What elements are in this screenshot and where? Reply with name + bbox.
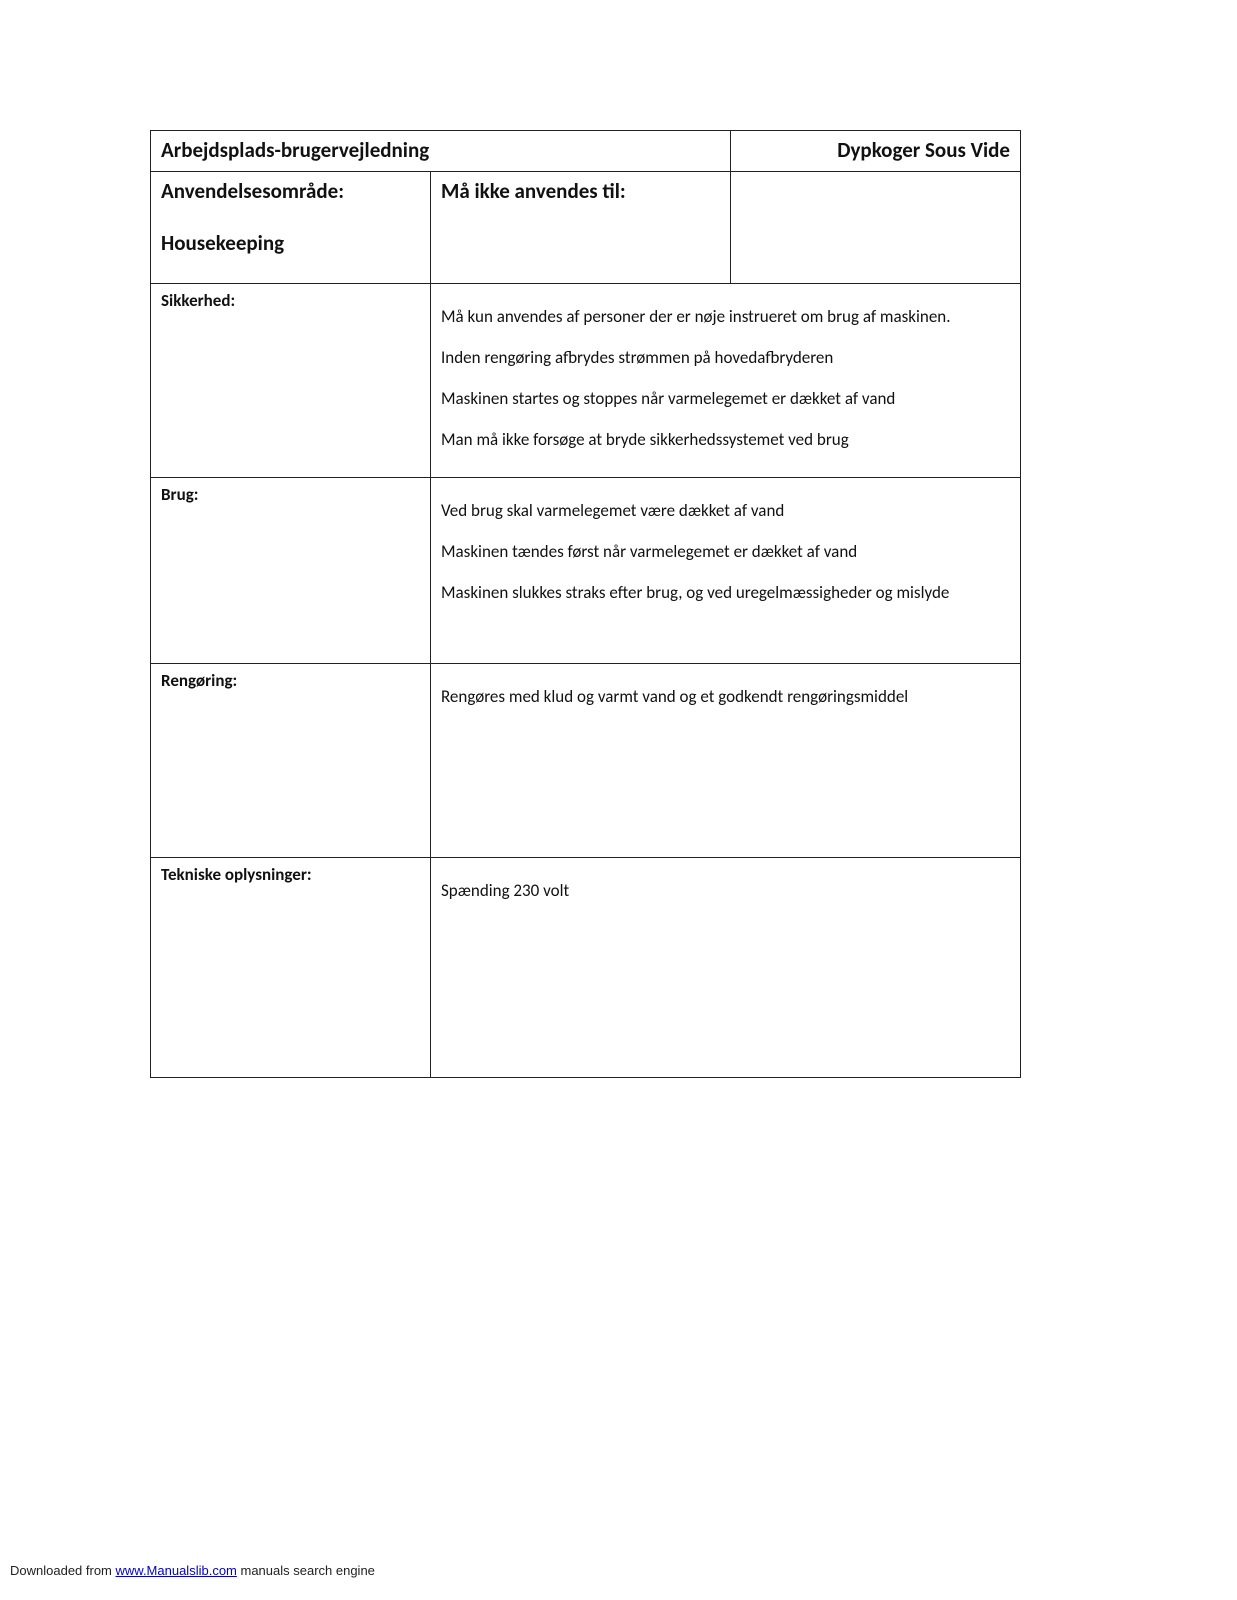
sikkerhed-p4: Man må ikke forsøge at bryde sikkerhedss… xyxy=(441,429,1010,452)
footer-text: Downloaded from www.Manualslib.com manua… xyxy=(10,1563,375,1578)
rengoring-label: Rengøring: xyxy=(161,670,237,691)
cell-tekniske-label: Tekniske oplysninger: xyxy=(151,858,431,1078)
sikkerhed-p3: Maskinen startes og stoppes når varmeleg… xyxy=(441,388,1010,411)
brug-label: Brug: xyxy=(161,484,198,505)
footer-link[interactable]: www.Manualslib.com xyxy=(116,1563,237,1578)
table-row: Arbejdsplads-brugervejledning Dypkoger S… xyxy=(151,131,1021,172)
sikkerhed-label: Sikkerhed: xyxy=(161,290,235,311)
header-title-left: Arbejdsplads-brugervejledning xyxy=(151,131,731,172)
tekniske-label: Tekniske oplysninger: xyxy=(161,864,312,885)
sikkerhed-p2: Inden rengøring afbrydes strømmen på hov… xyxy=(441,347,1010,370)
cell-tekniske-content: Spænding 230 volt xyxy=(431,858,1021,1078)
brug-p3: Maskinen slukkes straks efter brug, og v… xyxy=(441,582,1010,605)
ma-ikke-label: Må ikke anvendes til: xyxy=(441,178,720,204)
footer-suffix: manuals search engine xyxy=(237,1563,375,1578)
cell-rengoring-content: Rengøres med klud og varmt vand og et go… xyxy=(431,664,1021,858)
header-title-right: Dypkoger Sous Vide xyxy=(731,131,1021,172)
rengoring-p1: Rengøres med klud og varmt vand og et go… xyxy=(441,686,1010,709)
footer-prefix: Downloaded from xyxy=(10,1563,116,1578)
cell-sikkerhed-content: Må kun anvendes af personer der er nøje … xyxy=(431,284,1021,478)
cell-anvendelse: Anvendelsesområde: Housekeeping xyxy=(151,172,431,284)
cell-ma-ikke: Må ikke anvendes til: xyxy=(431,172,731,284)
cell-empty-right xyxy=(731,172,1021,284)
cell-brug-content: Ved brug skal varmelegemet være dækket a… xyxy=(431,478,1021,664)
brug-p1: Ved brug skal varmelegemet være dækket a… xyxy=(441,500,1010,523)
cell-rengoring-label: Rengøring: xyxy=(151,664,431,858)
cell-sikkerhed-label: Sikkerhed: xyxy=(151,284,431,478)
brug-p2: Maskinen tændes først når varmelegemet e… xyxy=(441,541,1010,564)
table-row: Rengøring: Rengøres med klud og varmt va… xyxy=(151,664,1021,858)
table-row: Tekniske oplysninger: Spænding 230 volt xyxy=(151,858,1021,1078)
table-row: Anvendelsesområde: Housekeeping Må ikke … xyxy=(151,172,1021,284)
cell-brug-label: Brug: xyxy=(151,478,431,664)
sikkerhed-p1: Må kun anvendes af personer der er nøje … xyxy=(441,306,1010,329)
table-row: Sikkerhed: Må kun anvendes af personer d… xyxy=(151,284,1021,478)
manual-table: Arbejdsplads-brugervejledning Dypkoger S… xyxy=(150,130,1021,1078)
anvendelse-sub: Housekeeping xyxy=(161,230,420,256)
anvendelse-label: Anvendelsesområde: xyxy=(161,178,420,204)
tekniske-p1: Spænding 230 volt xyxy=(441,880,1010,903)
table-row: Brug: Ved brug skal varmelegemet være dæ… xyxy=(151,478,1021,664)
